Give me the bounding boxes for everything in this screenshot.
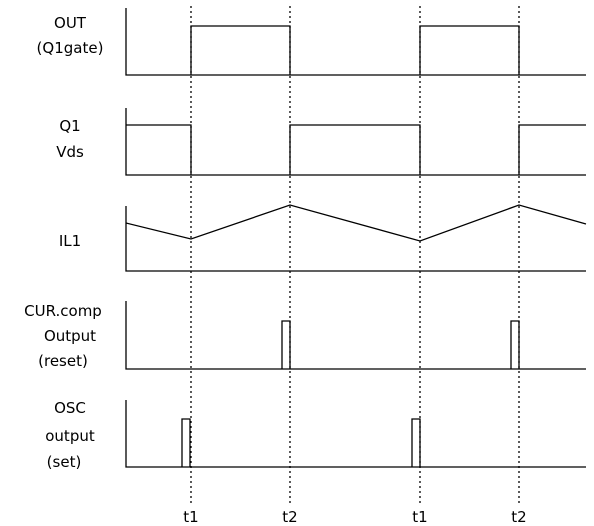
- il1-axis: [125, 206, 586, 272]
- vds-trace: [125, 108, 586, 176]
- vds-label-line2: Vds: [56, 143, 84, 161]
- out-label-line2: (Q1gate): [37, 39, 104, 57]
- osc-trace: [125, 400, 586, 468]
- cur-axis: [125, 301, 586, 370]
- cur-waveform: [281, 320, 520, 369]
- il1-trace: [125, 204, 587, 272]
- cur-trace: [125, 301, 586, 370]
- osc-label-line1: OSC: [54, 399, 86, 417]
- time-label-t2-first: t2: [282, 508, 297, 526]
- cur-label-line3: (reset): [38, 352, 88, 370]
- out-trace: [125, 8, 586, 76]
- out-axis: [125, 8, 586, 76]
- il1-waveform: [125, 204, 587, 242]
- cur-label-line1: CUR.comp: [24, 302, 102, 320]
- time-labels: t1 t2 t1 t2: [183, 508, 526, 526]
- osc-label-line2: output: [45, 427, 95, 445]
- time-label-t1-first: t1: [183, 508, 198, 526]
- time-marker-lines: [190, 6, 520, 505]
- signal-labels: OUT (Q1gate) Q1 Vds IL1 CUR.comp Output …: [24, 14, 103, 471]
- out-label-line1: OUT: [54, 14, 87, 32]
- vds-waveform: [126, 124, 586, 175]
- cur-label-line2: Output: [44, 327, 96, 345]
- il1-label: IL1: [59, 232, 81, 250]
- osc-waveform: [181, 418, 421, 467]
- time-label-t1-second: t1: [412, 508, 427, 526]
- vds-axis: [125, 108, 586, 176]
- osc-label-line3: (set): [47, 453, 82, 471]
- osc-axis: [125, 400, 586, 468]
- vds-label-line1: Q1: [59, 117, 80, 135]
- time-label-t2-second: t2: [511, 508, 526, 526]
- out-waveform: [190, 25, 520, 75]
